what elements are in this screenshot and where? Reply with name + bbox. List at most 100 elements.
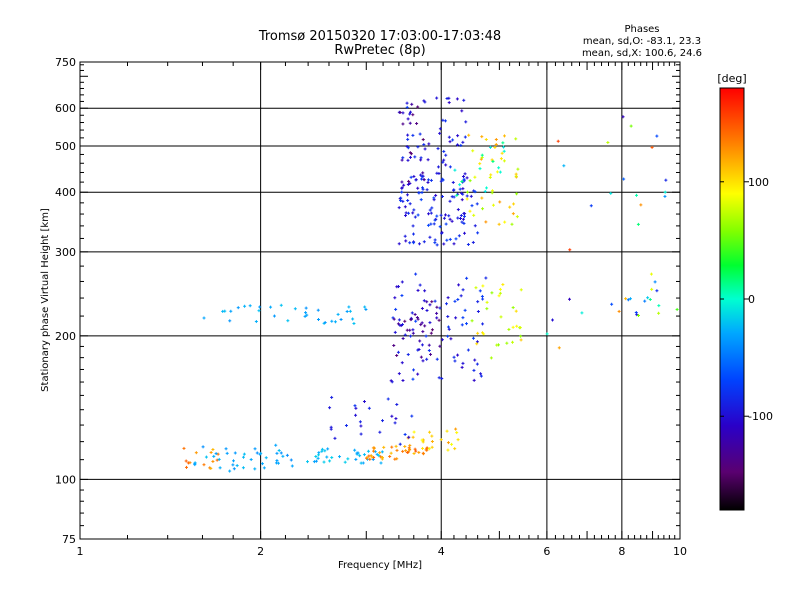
data-point bbox=[235, 464, 239, 468]
data-point bbox=[410, 311, 414, 315]
data-point bbox=[412, 452, 416, 456]
data-point bbox=[438, 306, 442, 310]
data-point bbox=[422, 143, 426, 147]
data-point bbox=[411, 211, 415, 215]
data-point bbox=[421, 359, 425, 363]
x-axis-label: Frequency [MHz] bbox=[338, 560, 422, 571]
data-point bbox=[279, 303, 283, 307]
data-point bbox=[401, 122, 405, 126]
data-point bbox=[290, 464, 294, 468]
data-point bbox=[414, 319, 418, 323]
data-point bbox=[430, 434, 434, 438]
data-point bbox=[479, 374, 483, 378]
data-point bbox=[519, 334, 523, 338]
data-point bbox=[379, 461, 383, 465]
data-point bbox=[395, 353, 399, 357]
data-point bbox=[461, 361, 465, 365]
data-point bbox=[408, 121, 412, 125]
data-point bbox=[446, 325, 450, 329]
data-point bbox=[634, 311, 638, 315]
data-point bbox=[429, 331, 433, 335]
data-point bbox=[435, 311, 439, 315]
data-point bbox=[485, 186, 489, 190]
data-point bbox=[414, 178, 418, 182]
data-point bbox=[461, 316, 465, 320]
data-point bbox=[434, 193, 438, 197]
data-point bbox=[622, 177, 626, 181]
data-point bbox=[454, 316, 458, 320]
data-point bbox=[423, 324, 427, 328]
data-point bbox=[450, 219, 454, 223]
data-point bbox=[411, 435, 415, 439]
data-point bbox=[452, 242, 456, 246]
data-point bbox=[418, 283, 422, 287]
data-point bbox=[448, 237, 452, 241]
data-point bbox=[443, 119, 447, 123]
data-point bbox=[359, 432, 363, 436]
data-point bbox=[502, 145, 506, 149]
data-point bbox=[202, 316, 206, 320]
data-point bbox=[617, 309, 621, 313]
data-point bbox=[507, 327, 511, 331]
data-point bbox=[448, 140, 452, 144]
data-point bbox=[657, 311, 661, 315]
data-point bbox=[433, 218, 437, 222]
data-point bbox=[428, 208, 432, 212]
data-point bbox=[478, 289, 482, 293]
data-point bbox=[435, 96, 439, 100]
data-point bbox=[462, 98, 466, 102]
data-point bbox=[479, 157, 483, 161]
data-point bbox=[610, 302, 614, 306]
data-point bbox=[409, 175, 413, 179]
data-point bbox=[406, 182, 410, 186]
data-point bbox=[405, 101, 409, 105]
data-point bbox=[354, 457, 358, 461]
data-point bbox=[449, 337, 453, 341]
data-point bbox=[452, 355, 456, 359]
data-point bbox=[580, 311, 584, 315]
data-point bbox=[476, 310, 480, 314]
data-point bbox=[664, 178, 668, 182]
data-point bbox=[393, 296, 397, 300]
data-point bbox=[355, 451, 359, 455]
data-point bbox=[279, 451, 283, 455]
data-point bbox=[397, 206, 401, 210]
data-point bbox=[459, 216, 463, 220]
data-point bbox=[455, 431, 459, 435]
data-point bbox=[304, 311, 308, 315]
grid-lines bbox=[80, 62, 680, 539]
data-point bbox=[323, 449, 327, 453]
data-point bbox=[499, 157, 503, 161]
data-point bbox=[481, 284, 485, 288]
data-point bbox=[440, 231, 444, 235]
data-point bbox=[461, 217, 465, 221]
data-point bbox=[366, 449, 370, 453]
data-point bbox=[305, 313, 309, 317]
data-point bbox=[471, 336, 475, 340]
data-point bbox=[473, 358, 477, 362]
data-point bbox=[257, 309, 261, 313]
data-point bbox=[359, 424, 363, 428]
data-point bbox=[406, 133, 410, 137]
data-point bbox=[490, 291, 494, 295]
data-point bbox=[201, 445, 205, 449]
data-point bbox=[450, 195, 454, 199]
data-point bbox=[444, 302, 448, 306]
data-point bbox=[400, 158, 404, 162]
data-point bbox=[441, 160, 445, 164]
data-point bbox=[497, 166, 501, 170]
data-point bbox=[460, 191, 464, 195]
data-point bbox=[215, 458, 219, 462]
data-point bbox=[462, 231, 466, 235]
data-point bbox=[466, 242, 470, 246]
data-point bbox=[212, 454, 216, 458]
phase-info-x: mean, sd,X: 100.6, 24.6 bbox=[582, 48, 702, 59]
data-point bbox=[447, 214, 451, 218]
data-point bbox=[514, 309, 518, 313]
colorbar-unit-label: [deg] bbox=[717, 72, 746, 85]
data-point bbox=[462, 211, 466, 215]
data-point bbox=[364, 307, 368, 311]
data-point bbox=[378, 430, 382, 434]
data-point bbox=[236, 306, 240, 310]
data-point bbox=[456, 298, 460, 302]
